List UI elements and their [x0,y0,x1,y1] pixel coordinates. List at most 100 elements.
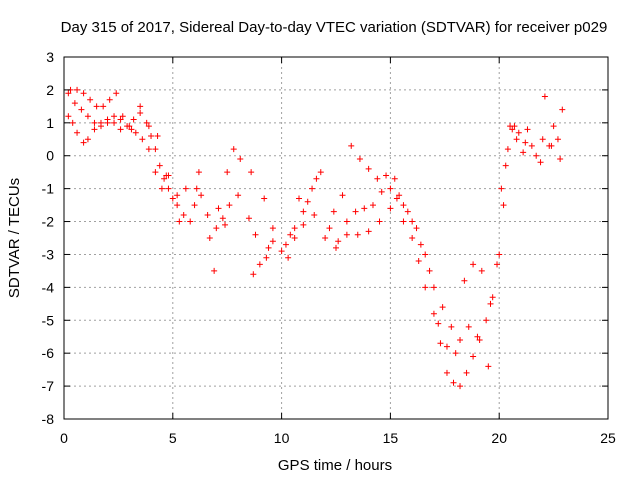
data-point [313,175,320,182]
data-point [132,129,139,136]
data-point [465,323,472,330]
data-point [269,225,276,232]
data-point [206,235,213,241]
data-point [470,353,477,360]
y-tick-label: -6 [42,345,55,361]
data-point [198,192,205,199]
data-point [174,202,181,209]
data-point [494,261,501,268]
data-point [376,218,383,225]
data-point [502,162,509,169]
data-point [265,244,272,251]
data-point [128,126,135,133]
data-point [91,126,98,133]
data-point [111,113,118,120]
data-point [113,90,120,97]
y-tick-label: -3 [42,246,55,262]
y-tick-label: 2 [46,82,54,98]
data-point [426,267,433,274]
data-point [478,267,485,274]
data-point [524,126,531,133]
y-tick-label: 3 [46,49,54,65]
data-point [100,103,107,110]
x-tick-label: 20 [491,430,507,446]
data-point [361,205,368,212]
data-point [476,337,483,344]
data-point [457,383,464,390]
y-tick-label: -7 [42,378,55,394]
data-point [152,169,159,176]
data-point [461,277,468,284]
data-point [356,156,363,163]
data-point [250,271,257,278]
data-point [365,228,372,235]
data-point [84,136,91,143]
data-point [165,185,172,192]
data-point [309,185,316,192]
y-tick-label: -1 [42,181,55,197]
data-point [300,221,307,228]
data-point [269,238,276,245]
data-point [263,254,270,261]
data-point [343,231,350,238]
data-point [78,106,85,113]
data-point [339,192,346,199]
data-point [291,235,298,241]
data-point [296,195,303,202]
data-point [252,231,259,238]
data-point [152,146,159,153]
data-point [430,310,437,317]
x-axis-label: GPS time / hours [278,457,392,474]
data-point [509,126,516,133]
data-point [287,231,294,238]
chart-title: Day 315 of 2017, Sidereal Day-to-day VTE… [61,19,608,36]
data-point [413,225,420,232]
data-point [330,208,337,215]
data-point [222,221,229,228]
data-point [335,238,342,245]
data-point [422,284,429,291]
data-point [396,192,403,199]
data-point [213,225,220,232]
data-point [515,129,522,136]
data-point [550,123,557,130]
data-point [369,202,376,209]
y-tick-label: -2 [42,214,55,230]
data-point [470,261,477,268]
data-point [435,320,442,327]
data-point [145,146,152,153]
data-point [483,317,490,324]
data-point [474,333,481,340]
y-tick-label: -4 [42,279,55,295]
data-point [285,254,292,261]
y-tick-labels: -8 -7 -6 -5 -4 -3 -2 -1 0 1 2 3 [42,49,55,427]
data-point [282,241,289,248]
data-point [559,106,566,113]
data-point [191,202,198,209]
data-point [176,218,183,225]
data-point [317,169,324,176]
data-point [387,205,394,212]
x-tick-label: 5 [169,430,177,446]
data-point [383,172,390,179]
data-point [485,363,492,370]
data-point [463,369,470,376]
data-point [93,103,100,110]
data-point [539,136,546,143]
y-tick-label: -8 [42,411,55,427]
data-point [156,162,163,169]
data-point [546,142,553,149]
data-point [111,119,118,126]
data-point [304,198,311,205]
data-point [504,146,511,153]
data-point [417,241,424,248]
data-point [354,231,361,238]
data-point [87,96,94,103]
data-point [522,139,529,146]
data-point [84,113,91,120]
data-point [193,185,200,192]
data-point [348,142,355,149]
data-point [180,211,187,218]
data-point [541,93,548,100]
plot-frame [63,56,609,420]
